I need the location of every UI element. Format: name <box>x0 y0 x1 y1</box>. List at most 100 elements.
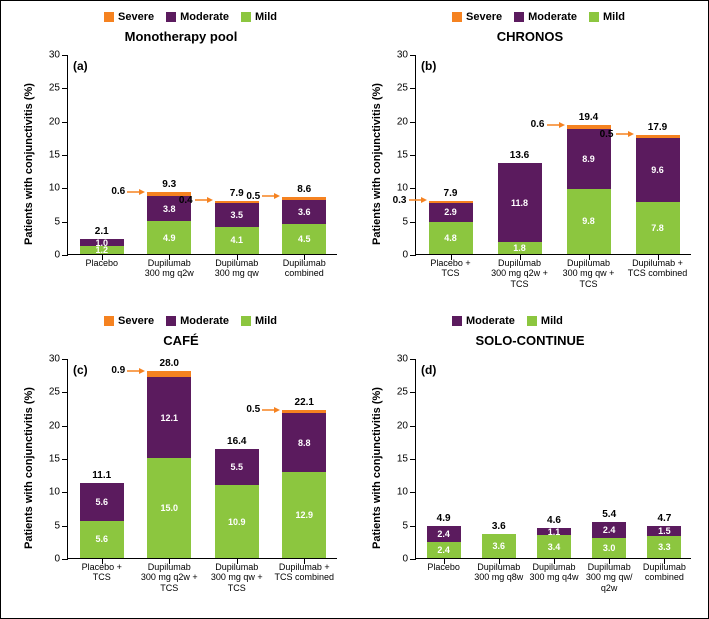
plot-area: 0510152025305.65.611.1Placebo +TCS15.012… <box>67 359 337 559</box>
ytick-label: 5 <box>54 216 60 227</box>
bar-group: 12.98.822.10.5 <box>282 358 326 558</box>
bar-group: 7.89.617.90.5 <box>636 54 680 254</box>
seg-value-mild: 3.3 <box>647 542 681 552</box>
legend: SevereModerateMild <box>104 315 277 327</box>
x-category: Dupilumabcombined <box>271 258 339 279</box>
ytick-label: 30 <box>397 50 408 61</box>
x-category: Dupilumab300 mg qw +TCS <box>203 562 271 593</box>
x-category: Dupilumab300 mg q2w <box>136 258 204 279</box>
seg-value-moderate: 2.4 <box>592 525 626 535</box>
bar-seg-severe <box>282 197 326 200</box>
bar-group: 3.0 2.4 5.4 <box>592 358 626 558</box>
ytick-label: 20 <box>397 420 408 431</box>
bar-group: 3.31.54.7 <box>647 358 681 558</box>
bar-group: 15.012.128.00.9 <box>147 358 191 558</box>
seg-value-mild: 7.8 <box>636 223 680 233</box>
seg-value-moderate: 8.9 <box>567 154 611 164</box>
legend-moderate: Moderate <box>180 315 229 327</box>
x-category: Dupilumab300 mg qw/q2w <box>582 562 637 593</box>
seg-value-moderate: 9.6 <box>636 165 680 175</box>
x-category: Dupilumab300 mg qw <box>203 258 271 279</box>
legend-mild: Mild <box>541 315 563 327</box>
bar-total: 8.6 <box>282 184 326 195</box>
ytick-label: 15 <box>49 454 60 465</box>
panel-a: SevereModerateMildMonotherapy pool(a)Pat… <box>9 7 353 307</box>
x-category: Dupilumab300 mg q2w +TCS <box>485 258 554 289</box>
bar-group: 4.53.68.60.5 <box>282 54 326 254</box>
x-category: Dupilumab300 mg q4w <box>526 562 581 583</box>
seg-value-mild: 15.0 <box>147 503 191 513</box>
legend-mild: Mild <box>603 11 625 23</box>
x-category: Placebo +TCS <box>416 258 485 279</box>
ytick-label: 10 <box>397 487 408 498</box>
seg-value-moderate: 2.9 <box>429 207 473 217</box>
ytick-label: 0 <box>54 250 60 261</box>
bar-seg-severe <box>282 410 326 413</box>
seg-value-moderate: 11.8 <box>498 198 542 208</box>
bar-total: 2.1 <box>80 226 124 237</box>
panel-title: Monotherapy pool <box>9 29 353 44</box>
legend-moderate: Moderate <box>180 11 229 23</box>
seg-value-moderate: 5.6 <box>80 497 124 507</box>
seg-value-moderate: 3.6 <box>282 207 326 217</box>
ytick-label: 5 <box>54 520 60 531</box>
y-axis-label: Patients with conjunctivitis (%) <box>371 83 383 245</box>
bar-group: 5.6 5.6 11.1 <box>80 358 124 558</box>
severe-callout: 0.9 <box>111 365 145 376</box>
panel-title: SOLO-CONTINUE <box>357 333 703 348</box>
seg-value-mild: 5.6 <box>80 534 124 544</box>
severe-callout: 0.4 <box>179 195 213 206</box>
seg-value-mild: 3.4 <box>537 542 571 552</box>
y-axis-label: Patients with conjunctivitis (%) <box>371 387 383 549</box>
seg-value-moderate: 8.8 <box>282 438 326 448</box>
bar-group: 4.93.89.30.6 <box>147 54 191 254</box>
ytick-label: 30 <box>49 50 60 61</box>
ytick-label: 5 <box>402 216 408 227</box>
ytick-label: 25 <box>397 83 408 94</box>
bar-total: 9.3 <box>147 179 191 190</box>
legend-severe: Severe <box>466 11 502 23</box>
ytick-label: 20 <box>49 116 60 127</box>
bar-total: 11.1 <box>80 470 124 481</box>
seg-value-moderate: 2.4 <box>427 529 461 539</box>
bar-group: 1.811.813.6 <box>498 54 542 254</box>
seg-value-mild: 4.9 <box>147 233 191 243</box>
legend-severe: Severe <box>118 11 154 23</box>
panel-c: SevereModerateMildCAFÉ(c)Patients with c… <box>9 311 353 611</box>
bar-total: 19.4 <box>567 112 611 123</box>
bar-seg-severe <box>636 135 680 138</box>
x-category: Dupilumab300 mg qw +TCS <box>554 258 623 289</box>
figure-root: SevereModerateMildMonotherapy pool(a)Pat… <box>0 0 709 619</box>
severe-callout: 0.5 <box>246 191 280 202</box>
plot-area: 0510152025301.21.02.1Placebo4.93.89.30.6… <box>67 55 337 255</box>
seg-value-moderate: 1.1 <box>537 527 571 537</box>
ytick-label: 0 <box>54 554 60 565</box>
plot-area: 0510152025302.42.44.9Placebo3.63.6Dupilu… <box>415 359 691 559</box>
bar-total: 3.6 <box>482 521 516 532</box>
seg-value-moderate: 12.1 <box>147 413 191 423</box>
bar-group: 3.41.14.6 <box>537 358 571 558</box>
panel-title: CHRONOS <box>357 29 703 44</box>
bar-seg-severe <box>429 201 473 203</box>
ytick-label: 20 <box>397 116 408 127</box>
bar-total: 4.9 <box>427 513 461 524</box>
ytick-label: 25 <box>49 387 60 398</box>
x-category: Dupilumab +TCS combined <box>623 258 692 279</box>
bar-group: 1.21.02.1 <box>80 54 124 254</box>
seg-value-mild: 4.5 <box>282 234 326 244</box>
x-category: Placebo <box>416 562 471 572</box>
legend-moderate: Moderate <box>466 315 515 327</box>
severe-callout: 0.6 <box>531 119 565 130</box>
bar-group: 4.13.57.90.4 <box>215 54 259 254</box>
x-category: Dupilumab300 mg q8w <box>471 562 526 583</box>
seg-value-mild: 3.0 <box>592 543 626 553</box>
bar-total: 5.4 <box>592 509 626 520</box>
ytick-label: 15 <box>49 150 60 161</box>
bar-total: 13.6 <box>498 150 542 161</box>
legend: Severe Moderate Mild <box>104 11 277 23</box>
legend-mild: Mild <box>255 315 277 327</box>
x-category: Dupilumab300 mg q2w +TCS <box>136 562 204 593</box>
seg-value-moderate: 5.5 <box>215 462 259 472</box>
legend-mild: Mild <box>255 11 277 23</box>
seg-value-mild: 10.9 <box>215 517 259 527</box>
